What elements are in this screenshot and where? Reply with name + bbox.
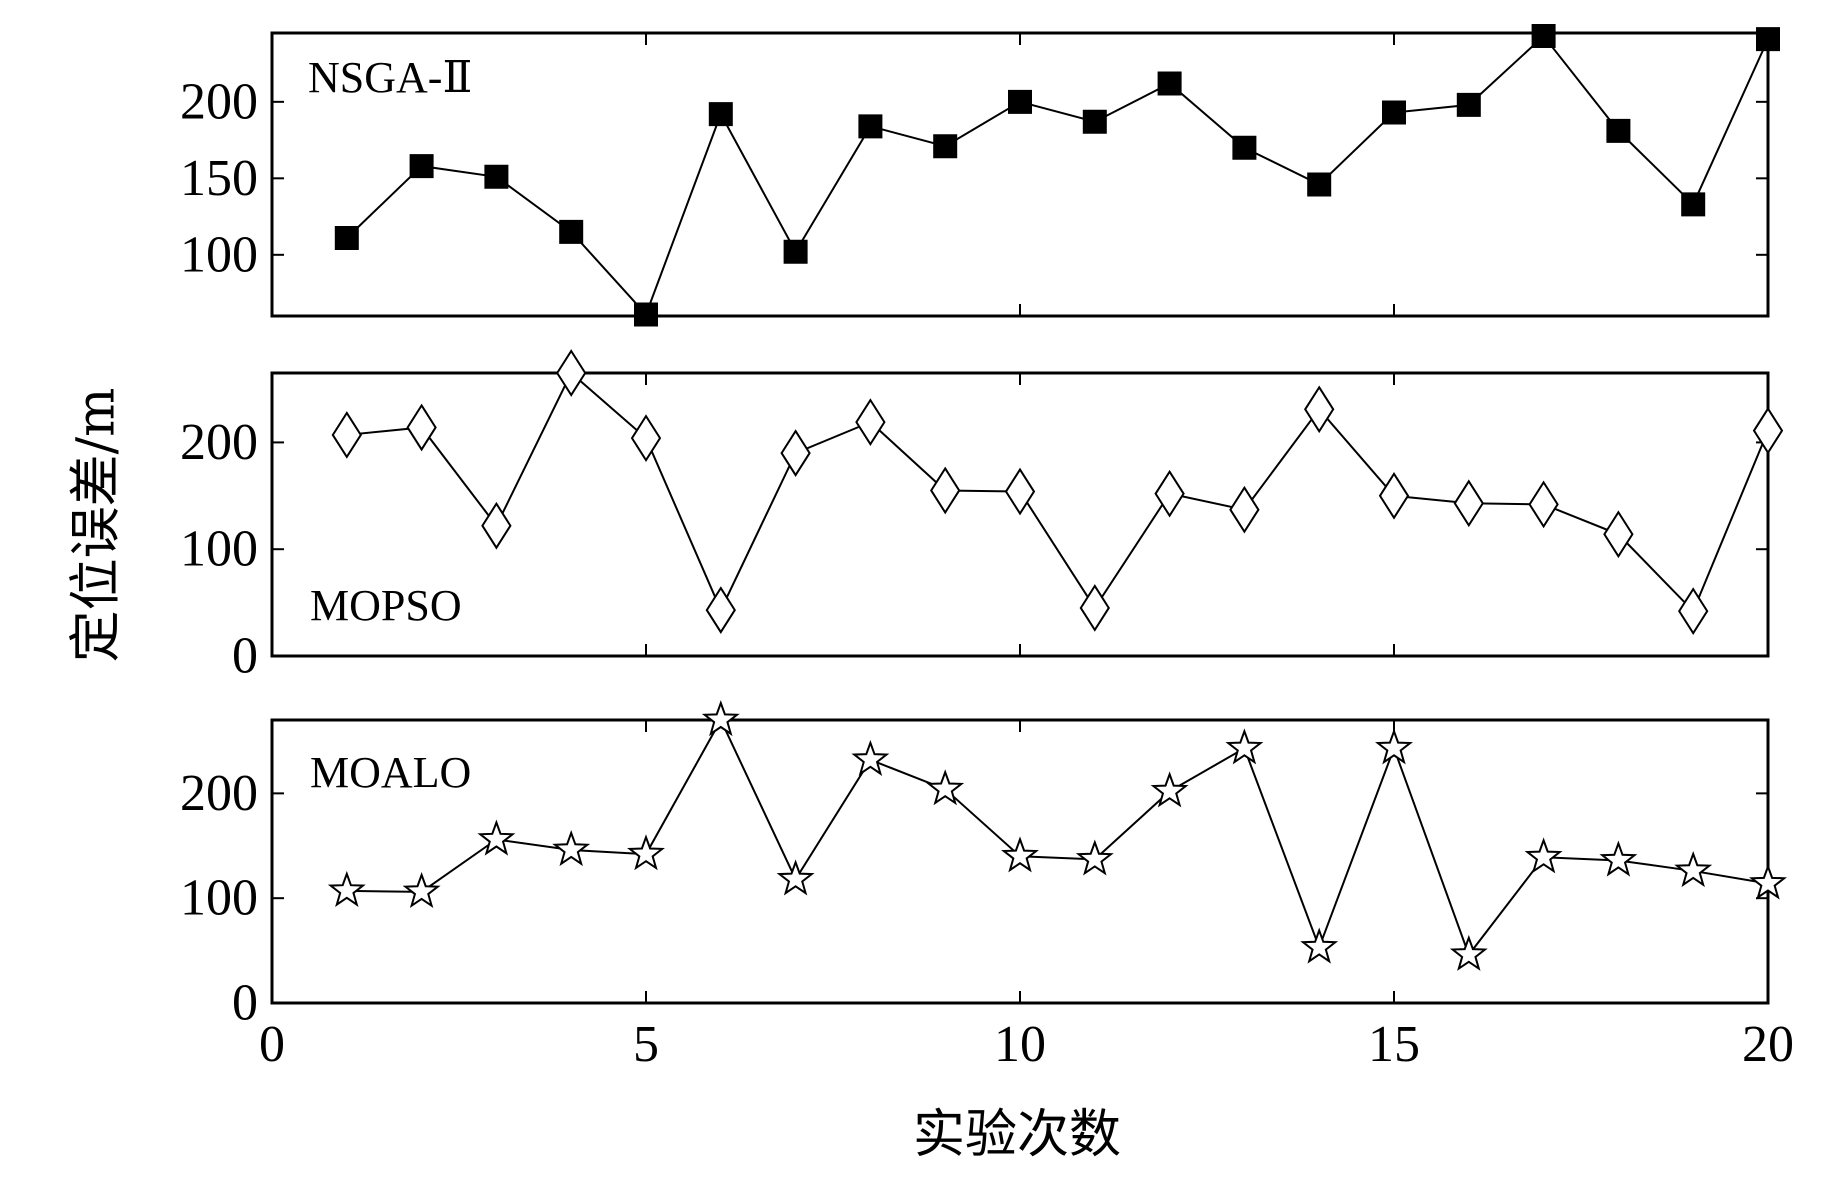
series-line-nsga-ii — [346, 34, 1769, 317]
data-point-nsga-ii — [484, 164, 509, 189]
y-tick-label: 150 — [180, 150, 258, 207]
data-point-nsga-ii — [1008, 89, 1032, 114]
data-point-moalo — [1674, 850, 1713, 888]
data-point-nsga-ii — [858, 114, 883, 139]
data-point-nsga-ii — [708, 102, 733, 127]
x-tick-label: 0 — [259, 1016, 285, 1073]
data-point-nsga-ii — [409, 154, 434, 179]
y-tick-label: 200 — [180, 765, 258, 822]
series-line-moalo — [346, 717, 1769, 957]
data-point-mopso — [1154, 469, 1185, 518]
data-point-nsga-ii — [1531, 24, 1556, 49]
x-tick-label: 5 — [633, 1016, 659, 1073]
data-point-mopso — [1004, 467, 1036, 516]
data-point-nsga-ii — [1456, 92, 1481, 117]
data-point-moalo — [1225, 728, 1264, 765]
data-point-moalo — [1524, 837, 1563, 874]
data-point-moalo — [1749, 863, 1787, 900]
data-point-mopso — [930, 466, 961, 515]
data-point-moalo — [1449, 934, 1488, 971]
data-point-nsga-ii — [634, 302, 658, 327]
y-tick-label: 100 — [180, 521, 258, 578]
panel-moalo: 0 100 200 MOALO — [180, 700, 1787, 1032]
data-point-mopso — [1528, 480, 1559, 529]
data-point-mopso — [1453, 479, 1484, 528]
data-point-mopso — [1678, 587, 1709, 636]
data-point-nsga-ii — [1307, 172, 1332, 197]
data-point-mopso — [1603, 510, 1634, 559]
data-point-mopso — [855, 398, 886, 446]
data-point-moalo — [701, 700, 740, 737]
panel-label: MOALO — [310, 748, 471, 797]
data-point-nsga-ii — [334, 225, 359, 250]
data-point-nsga-ii — [783, 239, 808, 264]
data-point-nsga-ii — [1232, 135, 1257, 160]
data-point-mopso — [556, 349, 587, 397]
data-point-mopso — [1378, 471, 1410, 520]
data-point-moalo — [1075, 839, 1114, 876]
data-point-moalo — [627, 834, 665, 871]
data-point-mopso — [1079, 584, 1110, 632]
data-point-nsga-ii — [1756, 27, 1780, 52]
data-point-moalo — [1599, 840, 1638, 877]
x-tick-label: 20 — [1742, 1016, 1794, 1073]
y-tick-label: 100 — [180, 226, 258, 283]
data-point-mopso — [705, 586, 736, 634]
data-point-nsga-ii — [1606, 118, 1631, 143]
x-tick-label: 10 — [994, 1016, 1046, 1073]
data-point-moalo — [327, 870, 366, 907]
data-point-moalo — [1150, 771, 1189, 808]
data-point-moalo — [552, 830, 591, 867]
x-axis-label: 实验次数 — [913, 1105, 1121, 1165]
y-axis-label: 定位误差/m — [67, 388, 127, 663]
data-point-moalo — [1300, 927, 1339, 964]
y-tick-label: 200 — [180, 414, 258, 471]
panel-nsga-ii: 100 150 200 NSGA-Ⅱ — [180, 24, 1780, 327]
data-point-moalo — [1375, 728, 1413, 765]
data-point-nsga-ii — [1382, 100, 1406, 125]
data-point-mopso — [481, 501, 512, 550]
data-point-mopso — [406, 403, 437, 452]
series-line-mopso — [346, 371, 1769, 613]
data-point-moalo — [1001, 836, 1039, 873]
panel-label: NSGA-Ⅱ — [308, 53, 472, 102]
x-tick-label: 15 — [1368, 1016, 1420, 1073]
y-tick-label: 100 — [180, 870, 258, 927]
data-point-nsga-ii — [1082, 109, 1107, 134]
y-tick-label: 200 — [180, 73, 258, 130]
data-point-nsga-ii — [559, 219, 584, 244]
data-point-mopso — [331, 411, 362, 459]
data-point-mopso — [630, 414, 662, 463]
data-point-mopso — [1752, 406, 1784, 455]
y-tick-label: 0 — [232, 975, 258, 1032]
data-point-moalo — [926, 769, 965, 806]
data-point-nsga-ii — [1681, 192, 1706, 217]
data-point-moalo — [851, 739, 890, 776]
y-tick-label: 0 — [232, 628, 258, 685]
data-point-mopso — [1229, 485, 1260, 534]
data-point-moalo — [402, 871, 441, 909]
data-point-nsga-ii — [933, 134, 958, 159]
panel-mopso: 0 100 200 MOPSO — [180, 349, 1784, 685]
data-point-nsga-ii — [1157, 71, 1182, 96]
data-point-mopso — [1304, 385, 1335, 434]
panel-label: MOPSO — [310, 581, 462, 630]
data-point-mopso — [780, 429, 811, 477]
data-point-moalo — [477, 819, 516, 856]
data-point-moalo — [776, 859, 815, 896]
